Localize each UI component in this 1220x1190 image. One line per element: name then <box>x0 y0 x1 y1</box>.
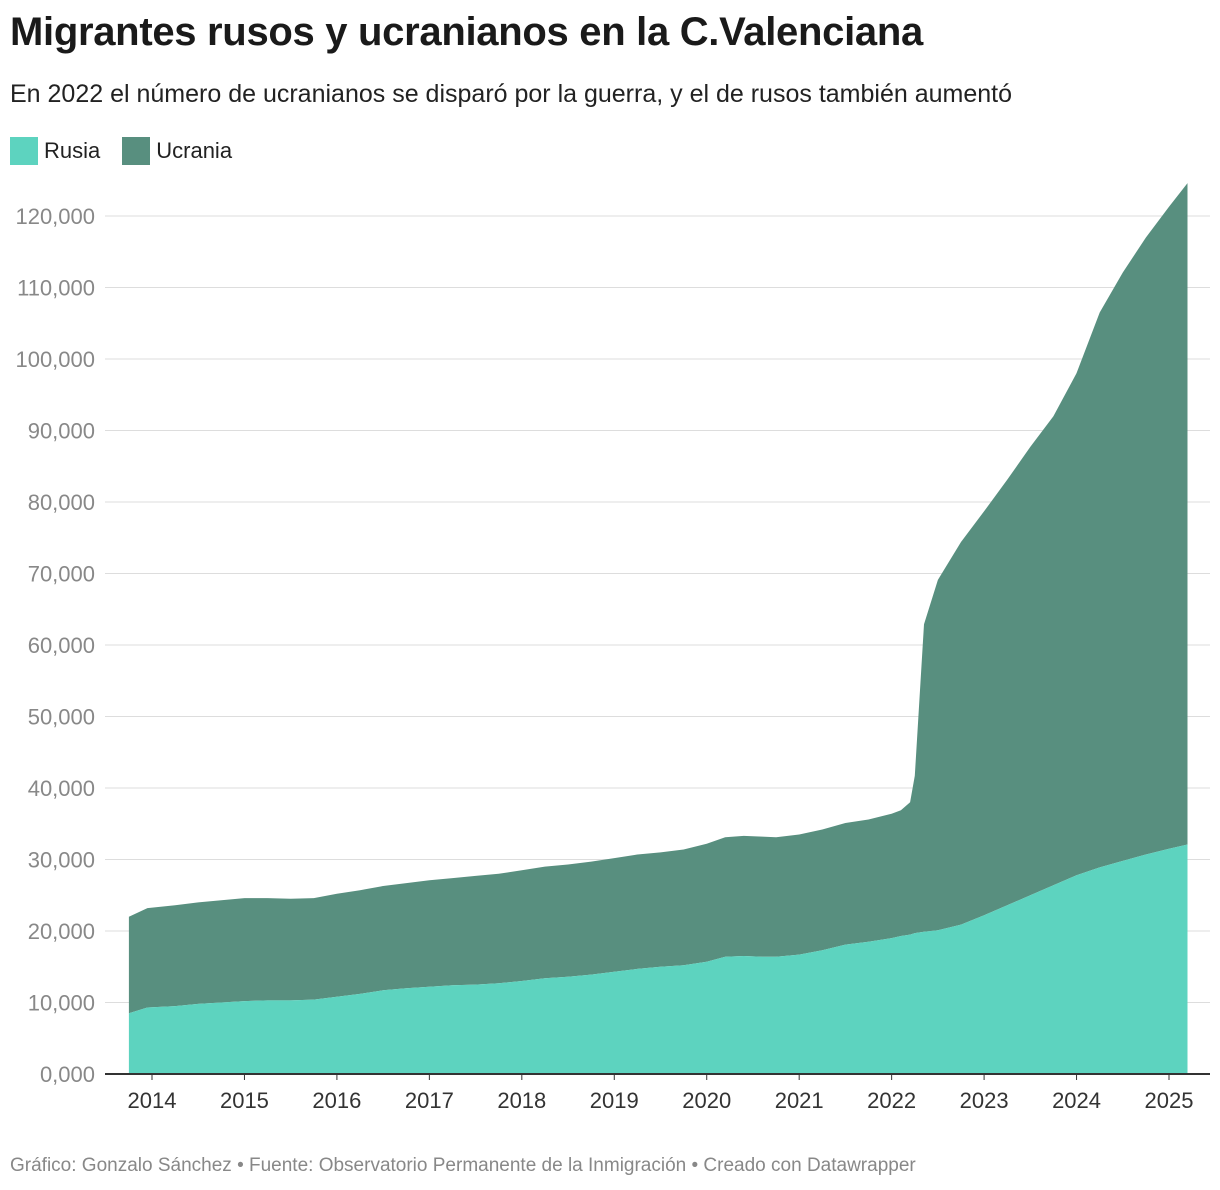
y-tick-label: 80,000 <box>28 490 95 515</box>
y-tick-label: 60,000 <box>28 633 95 658</box>
x-tick-label: 2022 <box>867 1088 916 1113</box>
y-tick-label: 30,000 <box>28 848 95 873</box>
x-tick-label: 2016 <box>312 1088 361 1113</box>
area-ucrania <box>128 183 1188 1014</box>
y-tick-label: 90,000 <box>28 419 95 444</box>
y-tick-label: 50,000 <box>28 705 95 730</box>
x-tick-label: 2025 <box>1145 1088 1194 1113</box>
y-tick-label: 40,000 <box>28 776 95 801</box>
area-rusia <box>128 844 1188 1074</box>
legend-swatch-rusia <box>10 137 38 165</box>
legend-item-ucrania: Ucrania <box>122 137 232 165</box>
legend-label-ucrania: Ucrania <box>156 138 233 163</box>
x-tick-label: 2014 <box>128 1088 177 1113</box>
y-tick-label: 100,000 <box>15 347 95 372</box>
y-tick-label: 20,000 <box>28 919 95 944</box>
y-tick-label: 110,000 <box>17 276 95 301</box>
chart-subtitle: En 2022 el número de ucranianos se dispa… <box>10 80 1012 108</box>
chart-title: Migrantes rusos y ucranianos en la C.Val… <box>10 10 923 54</box>
area-chart: 0,000 10,000 20,000 30,000 40,000 50,000 60,00… <box>15 183 1210 1113</box>
area-layer <box>128 183 1188 1074</box>
legend-label-rusia: Rusia <box>44 138 101 163</box>
x-tick-label: 2015 <box>220 1088 269 1113</box>
y-tick-label: 120,000 <box>15 204 95 229</box>
x-tick-label: 2021 <box>775 1088 824 1113</box>
y-tick-label: 10,000 <box>28 991 95 1016</box>
y-tick-label: 70,000 <box>28 562 95 587</box>
x-tick-label: 2018 <box>497 1088 546 1113</box>
x-tick-label: 2017 <box>405 1088 454 1113</box>
x-tick-label: 2019 <box>590 1088 639 1113</box>
x-tick-label: 2023 <box>960 1088 1009 1113</box>
y-tick-label: 0,000 <box>40 1062 95 1087</box>
legend: Rusia Ucrania <box>10 137 254 165</box>
x-tick-label: 2024 <box>1052 1088 1101 1113</box>
legend-swatch-ucrania <box>122 137 151 165</box>
axis-layer: 0,000 10,000 20,000 30,000 40,000 50,000 60,00… <box>15 204 1210 1113</box>
chart-footer: Gráfico: Gonzalo Sánchez • Fuente: Obser… <box>10 1155 916 1176</box>
legend-item-rusia: Rusia <box>10 137 100 165</box>
x-tick-label: 2020 <box>682 1088 731 1113</box>
